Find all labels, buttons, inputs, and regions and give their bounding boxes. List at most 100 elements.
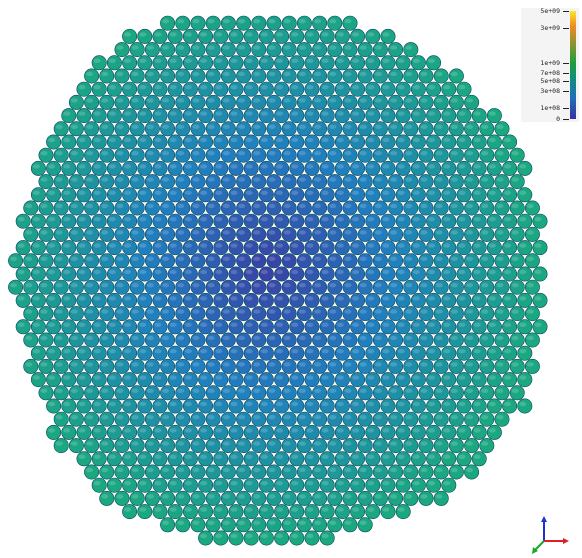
sphere-highlight <box>177 362 185 367</box>
sphere-highlight <box>359 230 367 235</box>
sphere-highlight <box>184 58 192 63</box>
sphere <box>23 253 39 269</box>
sphere <box>448 121 464 137</box>
sphere-highlight <box>405 203 413 209</box>
sphere-highlight <box>458 217 466 222</box>
sphere <box>152 345 168 361</box>
sphere-highlight <box>207 520 215 525</box>
sphere-highlight <box>374 98 382 103</box>
sphere-highlight <box>131 45 139 50</box>
sphere <box>182 292 198 308</box>
sphere <box>274 266 290 282</box>
sphere <box>380 292 396 308</box>
sphere <box>410 134 426 150</box>
sphere <box>289 55 305 71</box>
sphere <box>129 358 145 374</box>
sphere <box>274 477 290 493</box>
sphere-highlight <box>192 309 200 314</box>
sphere <box>76 372 92 388</box>
sphere-highlight <box>344 335 352 341</box>
sphere-highlight <box>367 322 375 327</box>
sphere-highlight <box>177 335 185 341</box>
sphere <box>319 108 335 124</box>
sphere-highlight <box>306 349 314 354</box>
sphere <box>198 240 214 256</box>
sphere-highlight <box>131 151 139 156</box>
sphere <box>46 372 62 388</box>
sphere-highlight <box>488 137 496 143</box>
sphere-highlight <box>428 137 436 143</box>
sphere <box>99 306 115 322</box>
sphere <box>167 187 183 203</box>
sphere <box>114 200 130 216</box>
sphere <box>334 213 350 229</box>
sphere-highlight <box>466 124 474 129</box>
sphere <box>122 504 138 520</box>
sphere <box>380 134 396 150</box>
sphere-highlight <box>78 349 86 354</box>
sphere-highlight <box>428 454 436 459</box>
sphere-highlight <box>344 256 352 261</box>
sphere-highlight <box>146 415 154 420</box>
sphere <box>251 385 267 401</box>
sphere <box>312 147 328 163</box>
sphere <box>365 345 381 361</box>
sphere <box>8 253 24 269</box>
sphere <box>433 438 449 454</box>
sphere-highlight <box>63 428 71 433</box>
sphere-highlight <box>321 322 329 327</box>
sphere <box>334 424 350 440</box>
sphere-highlight <box>291 481 299 486</box>
sphere-highlight <box>245 217 253 222</box>
sphere-highlight <box>215 428 223 433</box>
sphere-highlight <box>458 322 466 327</box>
sphere-highlight <box>420 309 428 314</box>
sphere-highlight <box>473 401 481 407</box>
sphere <box>418 94 434 110</box>
sphere <box>281 464 297 480</box>
sphere-highlight <box>93 111 101 116</box>
sphere-highlight <box>382 507 390 512</box>
sphere <box>312 306 328 322</box>
sphere-highlight <box>519 269 527 275</box>
sphere <box>84 68 100 84</box>
sphere-highlight <box>344 283 352 288</box>
sphere <box>213 134 229 150</box>
sphere <box>114 279 130 295</box>
sphere-highlight <box>260 217 268 222</box>
sphere-highlight <box>314 467 322 473</box>
sphere <box>76 266 92 282</box>
sphere <box>122 213 138 229</box>
sphere <box>76 292 92 308</box>
sphere-highlight <box>276 375 284 380</box>
sphere-highlight <box>298 124 306 129</box>
sphere-highlight <box>177 230 185 235</box>
sphere <box>365 504 381 520</box>
sphere <box>334 55 350 71</box>
sphere <box>114 253 130 269</box>
sphere <box>304 187 320 203</box>
sphere <box>243 108 259 124</box>
sphere-highlight <box>519 296 527 301</box>
sphere <box>312 358 328 374</box>
sphere-highlight <box>253 309 261 314</box>
sphere <box>258 345 274 361</box>
sphere <box>471 398 487 414</box>
sphere <box>91 108 107 124</box>
sphere <box>251 121 267 137</box>
sphere-highlight <box>367 217 375 222</box>
sphere <box>137 28 153 44</box>
sphere <box>258 213 274 229</box>
sphere-highlight <box>70 441 78 446</box>
sphere-highlight <box>298 230 306 235</box>
sphere <box>175 517 191 533</box>
sphere <box>91 81 107 97</box>
sphere-highlight <box>412 428 420 433</box>
sphere-highlight <box>298 520 306 525</box>
sphere <box>220 490 236 506</box>
sphere <box>190 121 206 137</box>
sphere <box>84 464 100 480</box>
sphere <box>182 187 198 203</box>
sphere <box>274 398 290 414</box>
